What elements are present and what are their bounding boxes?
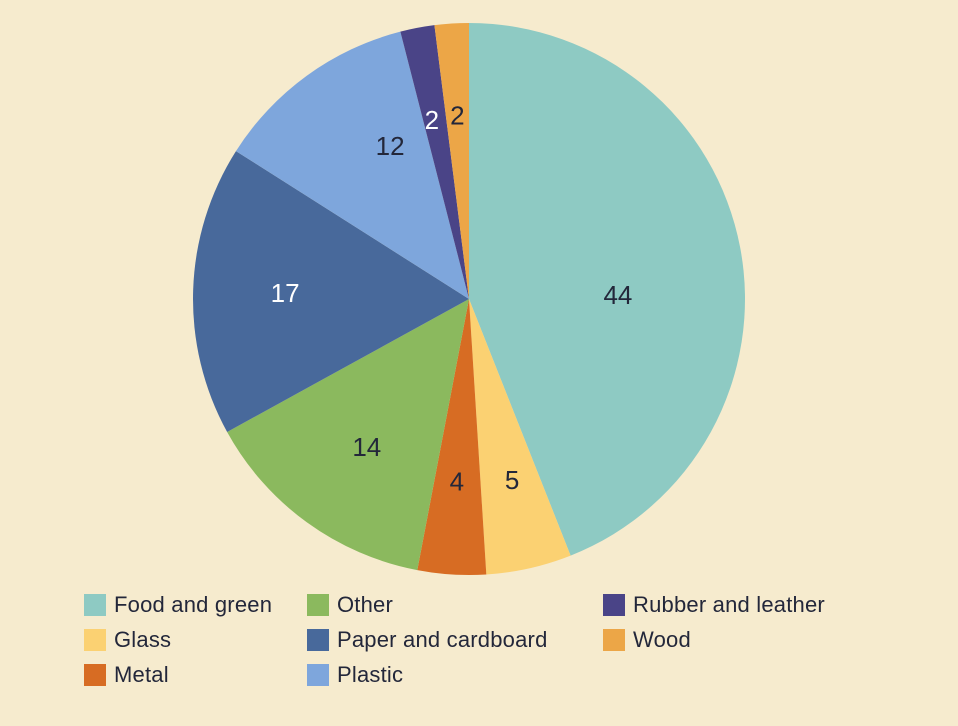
legend-item-paper-and-cardboard: Paper and cardboard bbox=[307, 622, 548, 657]
legend-label-paper-and-cardboard: Paper and cardboard bbox=[337, 626, 548, 652]
legend-swatch-rubber-and-leather-icon bbox=[603, 593, 625, 616]
legend-item-rubber-and-leather: Rubber and leather bbox=[603, 587, 825, 622]
legend-label-food-and-green: Food and green bbox=[114, 591, 273, 617]
legend-swatch-wood-icon bbox=[603, 628, 625, 651]
pie-slice-food-and-green bbox=[469, 23, 746, 556]
pie-slice-paper-and-cardboard bbox=[193, 151, 469, 432]
legend-label-glass: Glass bbox=[114, 626, 172, 652]
legend-label-other: Other bbox=[337, 591, 394, 617]
pie-slice-glass bbox=[469, 299, 571, 575]
legend-label-plastic: Plastic bbox=[337, 661, 404, 687]
legend-label-metal: Metal bbox=[114, 661, 169, 687]
pie-slice-other bbox=[227, 299, 469, 571]
legend-swatch-paper-and-cardboard-icon bbox=[307, 628, 329, 651]
pie-slice-value-paper-and-cardboard: 17 bbox=[271, 278, 300, 308]
pie-slice-rubber-and-leather bbox=[400, 25, 469, 300]
legend-item-metal: Metal bbox=[84, 657, 272, 692]
pie-slice-value-metal: 4 bbox=[450, 467, 464, 497]
legend-swatch-plastic-icon bbox=[307, 663, 329, 686]
legend-item-other: Other bbox=[307, 587, 548, 622]
pie-slice-value-other: 14 bbox=[352, 432, 381, 462]
pie-slice-value-wood: 2 bbox=[450, 100, 464, 130]
legend-swatch-other-icon bbox=[307, 593, 329, 616]
legend-column-1: Food and green Glass Metal bbox=[84, 587, 272, 692]
pie-slice-metal bbox=[417, 299, 487, 576]
legend-label-wood: Wood bbox=[633, 626, 691, 652]
pie-slice-value-glass: 5 bbox=[505, 465, 519, 495]
legend-swatch-glass-icon bbox=[84, 628, 106, 651]
pie-slice-value-food-and-green: 44 bbox=[603, 280, 632, 310]
legend-label-rubber-and-leather: Rubber and leather bbox=[633, 591, 825, 617]
legend-column-3: Rubber and leather Wood bbox=[603, 587, 825, 657]
legend-swatch-food-and-green-icon bbox=[84, 593, 106, 616]
legend-item-food-and-green: Food and green bbox=[84, 587, 272, 622]
pie-slice-plastic bbox=[235, 31, 469, 299]
legend-item-plastic: Plastic bbox=[307, 657, 548, 692]
pie-slice-wood bbox=[434, 23, 469, 299]
pie-slice-value-rubber-and-leather: 2 bbox=[425, 105, 439, 135]
legend-column-2: Other Paper and cardboard Plastic bbox=[307, 587, 548, 692]
pie-slice-value-plastic: 12 bbox=[376, 131, 405, 161]
legend-item-glass: Glass bbox=[84, 622, 272, 657]
legend-item-wood: Wood bbox=[603, 622, 825, 657]
legend-swatch-metal-icon bbox=[84, 663, 106, 686]
